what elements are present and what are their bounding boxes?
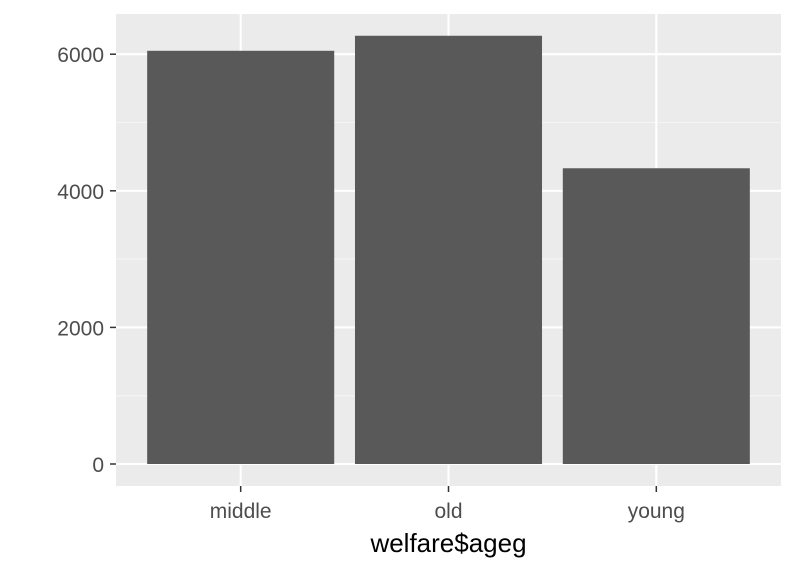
bar-young: [562, 168, 750, 465]
bar-old: [354, 35, 543, 464]
x-tick-label: young: [628, 500, 685, 523]
x-axis-title: welfare$ageg: [369, 528, 526, 558]
bar-series: [147, 35, 750, 465]
y-tick-label: 6000: [57, 44, 104, 67]
x-tick-label: middle: [210, 500, 272, 523]
y-axis-ticks: 0 2000 4000 6000: [57, 44, 116, 477]
x-tick-label: old: [434, 500, 462, 523]
y-tick-label: 0: [92, 454, 104, 477]
y-tick-label: 4000: [57, 181, 104, 204]
y-tick-label: 2000: [57, 317, 104, 340]
x-axis-ticks: middle old young: [210, 486, 685, 523]
bar-middle: [147, 50, 335, 464]
